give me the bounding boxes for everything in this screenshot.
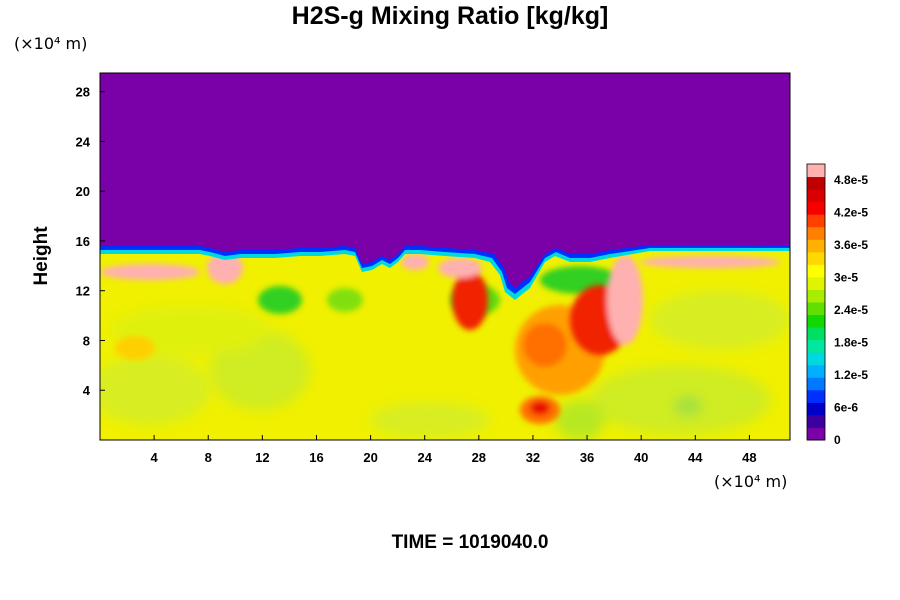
x-tick-label: 44 <box>688 450 703 465</box>
colorbar-segment <box>807 427 825 441</box>
x-tick-label: 36 <box>580 450 594 465</box>
x-tick-label: 12 <box>255 450 269 465</box>
y-axis-unit: (×10⁴ m) <box>14 34 88 53</box>
x-tick-label: 32 <box>526 450 540 465</box>
y-tick-label: 20 <box>76 184 90 199</box>
x-tick-label: 16 <box>309 450 323 465</box>
colorbar-segment <box>807 402 825 416</box>
y-tick-label: 16 <box>76 234 90 249</box>
colorbar-label: 1.8e-5 <box>834 336 868 350</box>
x-tick-label: 24 <box>417 450 432 465</box>
colorbar-segment <box>807 264 825 278</box>
colorbar-segment <box>807 364 825 378</box>
colorbar-segment <box>807 327 825 341</box>
x-tick-label: 28 <box>472 450 486 465</box>
plot-frame <box>99 72 791 441</box>
x-axis-unit: (×10⁴ m) <box>714 472 788 491</box>
colorbar-label: 4.2e-5 <box>834 206 868 220</box>
colorbar-label: 4.8e-5 <box>834 173 868 187</box>
colorbar-segment <box>807 214 825 228</box>
colorbar: 0 6e-6 1.2e-5 1.8e-5 2.4e-5 3e-5 3.6e-5 4.2e-5 4… <box>806 163 868 447</box>
upper-layer <box>100 73 790 288</box>
y-tick-label: 8 <box>83 333 90 348</box>
colorbar-segment <box>807 176 825 190</box>
x-tick-label: 48 <box>742 450 756 465</box>
colorbar-segment <box>807 239 825 253</box>
colorbar-label: 0 <box>834 433 841 447</box>
heatmap-field <box>100 73 790 440</box>
colorbar-segment <box>807 352 825 366</box>
colorbar-segment <box>807 226 825 240</box>
time-label: TIME = 1019040.0 <box>391 532 549 553</box>
colorbar-segment <box>807 189 825 203</box>
colorbar-frame <box>806 163 826 441</box>
colorbar-label: 1.2e-5 <box>834 368 868 382</box>
colorbar-segment <box>807 289 825 303</box>
y-tick-label: 24 <box>76 134 91 149</box>
y-tick-label: 4 <box>83 383 91 398</box>
colorbar-label: 3.6e-5 <box>834 238 868 252</box>
colorbar-segment <box>807 302 825 316</box>
colorbar-segment <box>807 276 825 290</box>
x-axis-ticks: 4 8 12 16 20 24 28 32 36 40 44 48 <box>151 435 757 465</box>
colorbar-segment <box>807 314 825 328</box>
x-tick-label: 40 <box>634 450 648 465</box>
red-turbulence <box>100 252 780 355</box>
y-tick-label: 12 <box>76 284 90 299</box>
y-tick-label: 28 <box>76 85 90 100</box>
colorbar-segment <box>807 377 825 391</box>
y-axis-ticks: 4 8 12 16 20 24 28 <box>76 85 105 398</box>
colorbar-label: 2.4e-5 <box>834 303 868 317</box>
colorbar-label: 6e-6 <box>834 401 858 415</box>
colorbar-segment <box>807 389 825 403</box>
colorbar-segment <box>807 164 825 178</box>
x-tick-label: 4 <box>151 450 159 465</box>
x-tick-label: 20 <box>363 450 377 465</box>
colorbar-segment <box>807 339 825 353</box>
chart-title: H2S-g Mixing Ratio [kg/kg] <box>291 2 609 30</box>
colorbar-segment <box>807 201 825 215</box>
colorbar-segment <box>807 414 825 428</box>
colorbar-segment <box>807 251 825 265</box>
colorbar-label: 3e-5 <box>834 271 858 285</box>
light-green-regions <box>100 290 790 440</box>
x-tick-label: 8 <box>205 450 212 465</box>
